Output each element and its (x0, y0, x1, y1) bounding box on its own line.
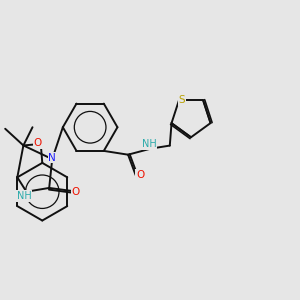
Text: O: O (34, 138, 42, 148)
Text: S: S (179, 95, 185, 105)
Text: NH: NH (142, 139, 157, 149)
Text: NH: NH (17, 191, 32, 201)
Text: O: O (136, 170, 144, 180)
Text: O: O (72, 187, 80, 197)
Text: N: N (48, 153, 56, 163)
